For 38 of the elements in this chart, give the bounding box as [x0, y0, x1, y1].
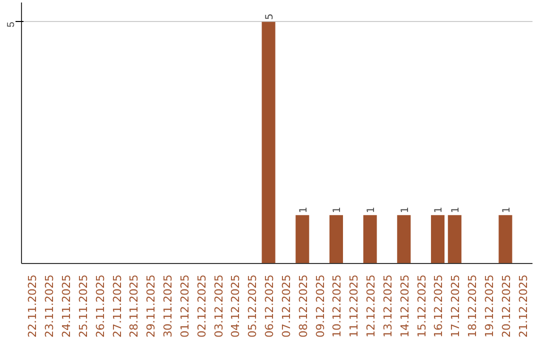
x-tick-label: 03.12.2025 [212, 274, 226, 338]
x-tick-label: 22.11.2025 [26, 274, 40, 338]
x-tick-label: 30.11.2025 [162, 274, 175, 338]
x-tick-label: 14.12.2025 [398, 274, 412, 338]
x-tick-label: 11.12.2025 [348, 274, 361, 338]
x-tick-label: 02.12.2025 [195, 274, 208, 338]
x-tick-label: 04.12.2025 [229, 274, 242, 338]
x-tick-label: 01.12.2025 [178, 274, 192, 338]
x-tick-label: 24.11.2025 [60, 274, 73, 338]
x-tick-label: 26.11.2025 [94, 274, 107, 338]
x-tick-label: 15.12.2025 [415, 274, 428, 338]
x-tick-label: 06.12.2025 [263, 274, 276, 338]
x-tick-label: 25.11.2025 [76, 274, 90, 338]
data-label: 1 [450, 206, 462, 214]
x-tick-label: 28.11.2025 [128, 274, 141, 338]
x-tick-label: 27.11.2025 [110, 274, 124, 338]
x-tick-label: 05.12.2025 [246, 274, 260, 338]
data-label: 1 [366, 206, 378, 214]
x-tick-label: 13.12.2025 [381, 274, 394, 338]
x-tick-label: 19.12.2025 [483, 274, 496, 338]
data-label: 5 [264, 13, 276, 20]
x-tick-label: 12.12.2025 [364, 274, 378, 338]
x-tick-label: 21.12.2025 [516, 274, 530, 338]
x-tick-label: 17.12.2025 [449, 274, 462, 338]
x-tick-label: 09.12.2025 [314, 274, 327, 338]
x-tick-label: 07.12.2025 [280, 274, 293, 338]
x-tick-label: 08.12.2025 [296, 274, 310, 338]
x-tick-label: 16.12.2025 [432, 274, 446, 338]
x-tick-label: 23.11.2025 [43, 274, 56, 338]
data-label: 1 [332, 206, 344, 214]
x-tick-label: 20.12.2025 [500, 274, 513, 338]
x-tick-label: 18.12.2025 [466, 274, 480, 338]
data-label: 1 [298, 206, 310, 214]
x-tick-label: 10.12.2025 [330, 274, 344, 338]
data-label: 1 [434, 206, 445, 214]
data-label: 1 [501, 206, 512, 214]
data-label: 1 [400, 206, 411, 214]
x-tick-label: 29.11.2025 [144, 274, 158, 338]
